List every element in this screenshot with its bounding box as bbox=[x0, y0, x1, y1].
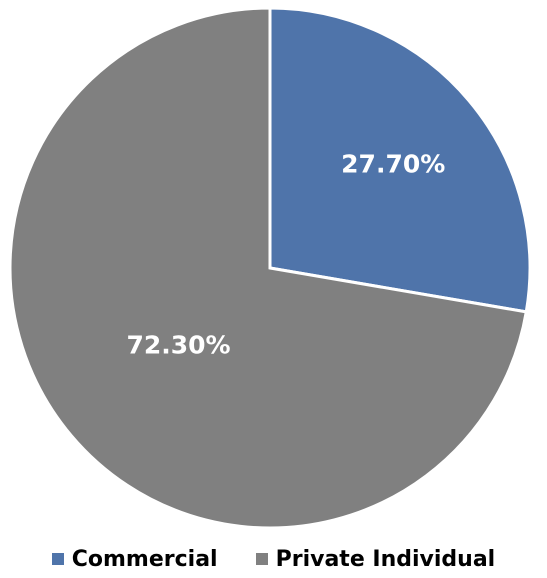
legend-label-private-individual: Private Individual bbox=[275, 546, 496, 572]
pie-slice-private-individual bbox=[8, 6, 529, 530]
chart-legend: Commercial Private Individual bbox=[0, 542, 547, 576]
legend-swatch-private-individual bbox=[255, 553, 268, 565]
data-label-commercial: 27.70% bbox=[341, 150, 445, 179]
legend-item-private-individual: Private Individual bbox=[255, 546, 496, 572]
data-label-private-individual: 72.30% bbox=[126, 331, 230, 360]
pie-slice-commercial bbox=[268, 6, 532, 314]
legend-item-commercial: Commercial bbox=[51, 546, 218, 572]
legend-label-commercial: Commercial bbox=[71, 546, 218, 572]
legend-swatch-commercial bbox=[51, 553, 64, 565]
